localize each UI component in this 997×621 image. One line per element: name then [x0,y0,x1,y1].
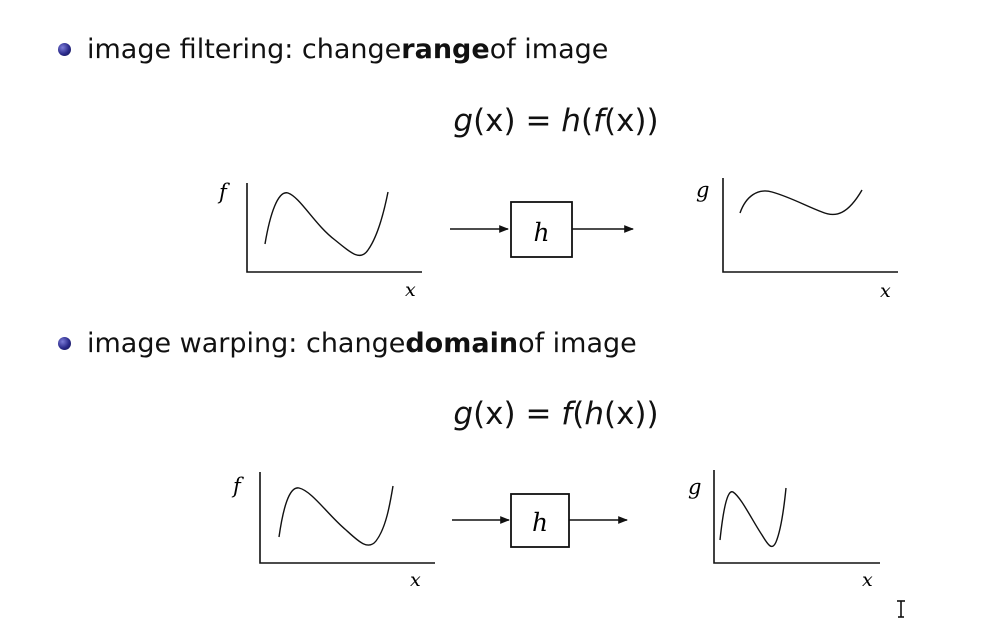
filter-output-plot: g x [696,178,898,302]
eq-paren: ( [572,396,585,432]
bullet-text-lead: image filtering: change [87,33,402,65]
warp-input-plot: f x [231,472,435,591]
eq-arg: (x)) [603,103,659,139]
text-cursor-icon [897,600,905,618]
eq-paren: ( [580,103,594,139]
y-axis-label: g [696,178,709,202]
operator-label: h [533,218,549,247]
equation-filtering: g(x) = h(f(x)) [360,103,752,139]
curve-g [739,189,863,216]
x-axis-label: x [862,569,873,591]
bullet-text-tail: of image [518,327,637,359]
curve-f [264,191,389,256]
y-axis [259,472,435,564]
eq-outer-fn: f [561,396,573,432]
x-axis-label: x [880,280,891,302]
bullet-dot-icon [58,42,71,56]
filter-input-plot: f x [217,180,422,301]
bullet-image-filtering: image filtering: change range of image [58,31,608,67]
x-axis-label: x [405,279,416,301]
bullet-dot-icon [58,336,71,350]
y-axis [246,183,422,273]
y-axis-label: g [688,475,701,499]
warp-output-plot: g x [688,470,880,591]
eq-lhs-arg: (x) [473,103,516,139]
y-axis [722,178,898,273]
eq-outer-fn: h [561,103,581,139]
eq-lhs-fn: g [453,396,474,432]
equation-warping: g(x) = f(h(x)) [360,396,752,432]
bullet-text-lead: image warping: change [87,327,406,359]
bullet-image-warping: image warping: change domain of image [58,325,637,361]
eq-lhs-arg: (x) [473,396,516,432]
warp-operator: h [452,493,628,548]
eq-equals: = [515,396,562,432]
y-axis [713,470,880,564]
eq-lhs-fn: g [453,103,474,139]
operator-label: h [532,508,548,537]
curve-g [719,487,787,548]
bullet-text-tail: of image [489,33,609,65]
x-axis-label: x [410,569,421,591]
eq-inner-fn: f [593,103,604,139]
y-axis-label: f [231,474,244,498]
filter-operator: h [450,201,634,258]
y-axis-label: f [217,180,230,204]
eq-inner-fn: h [584,396,604,432]
eq-arg: (x)) [603,396,659,432]
bullet-text-bold: range [401,33,490,65]
eq-equals: = [515,103,562,139]
bullet-text-bold: domain [405,327,519,359]
curve-f [278,485,394,546]
